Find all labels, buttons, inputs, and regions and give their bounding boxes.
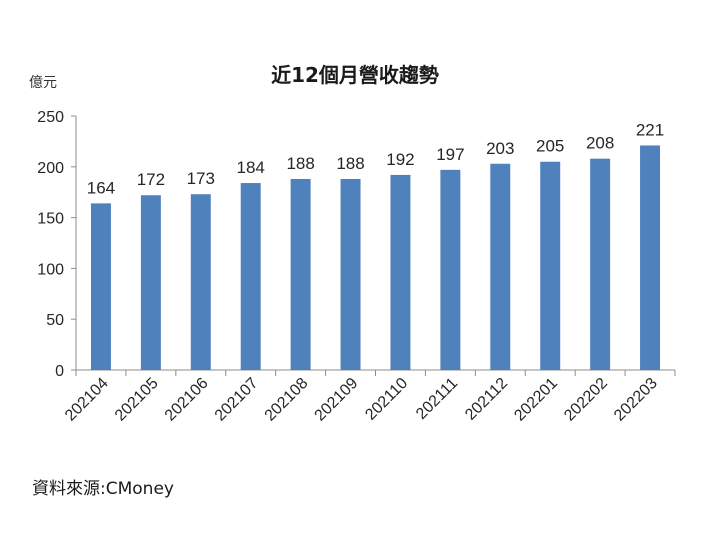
bar-202106 [190,194,211,370]
x-tick-label: 202104 [62,375,112,425]
data-label: 188 [336,154,364,173]
data-label: 164 [87,178,115,197]
chart-title: 近12個月營收趨勢 [271,63,439,87]
y-tick-label: 200 [37,160,64,177]
data-label: 188 [286,154,314,173]
x-tick-label: 202112 [462,375,511,424]
data-label: 203 [486,139,514,158]
y-axis-ticks: 0 50 100 150 200 250 [37,109,76,380]
data-label: 192 [386,150,414,169]
data-label: 184 [237,158,265,177]
y-axis-unit-label: 億元 [29,75,57,91]
data-label: 172 [137,170,165,189]
y-tick-label: 0 [55,363,64,380]
x-tick-label: 202109 [312,375,362,425]
data-label: 221 [636,120,664,139]
data-label: 197 [436,145,464,164]
bar-202201 [540,161,561,370]
x-axis-ticks: 202104 202105 202106 202107 202108 202109 2021… [62,370,676,425]
x-tick-label: 202107 [212,375,262,425]
bar-202107 [240,183,261,370]
bar-202105 [140,195,161,370]
x-tick-label: 202203 [611,375,661,425]
y-tick-label: 150 [37,211,64,228]
bar-202203 [640,145,661,370]
x-tick-label: 202106 [162,375,212,425]
bar-202108 [290,178,311,370]
bar-202110 [390,174,411,370]
y-tick-label: 250 [37,109,64,126]
x-tick-label: 202202 [561,375,611,425]
y-tick-label: 100 [37,261,64,278]
x-tick-label: 202105 [112,375,162,425]
data-label: 173 [187,169,215,188]
bar-202104 [90,203,111,370]
bars [90,145,661,370]
bar-202112 [490,163,511,370]
data-label: 205 [536,137,564,156]
data-label: 208 [586,134,614,153]
x-tick-label: 202201 [511,375,561,425]
data-labels: 164 172 173 184 188 188 192 197 203 205 208 221 [87,120,664,197]
bar-202111 [440,169,461,370]
x-tick-label: 202111 [413,375,461,423]
x-tick-label: 202108 [262,375,312,425]
bar-202109 [340,178,361,370]
y-tick-label: 50 [46,312,64,329]
x-tick-label: 202110 [362,375,411,424]
bar-202202 [590,158,611,370]
source-note: 資料來源:CMoney [32,479,174,499]
